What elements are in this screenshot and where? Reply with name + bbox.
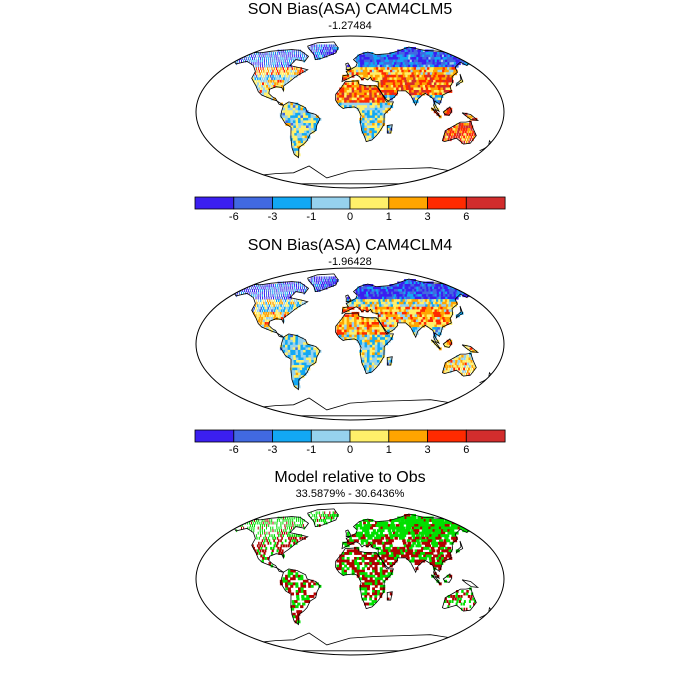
panel-subtitle: -1.27484: [328, 20, 372, 32]
colorbar-tick-label: -3: [267, 211, 278, 223]
colorbar-tick-label: 1: [385, 211, 392, 223]
panel-subtitle: 33.5879% - 30.6436%: [295, 488, 405, 500]
world-map-cam4clm5: [195, 35, 505, 189]
colorbar-2: [194, 429, 506, 443]
colorbar-tick-label: -3: [267, 444, 278, 456]
colorbar-tick-label: 1: [385, 444, 392, 456]
colorbar-tick-label: 0: [346, 211, 354, 223]
world-map-model-relative-to-obs: [195, 502, 505, 656]
colorbar-tick-label: 6: [463, 211, 470, 223]
colorbar-1: [194, 196, 506, 210]
panel-title: Model relative to Obs: [274, 469, 426, 486]
colorbar-tick-label: -1: [306, 444, 317, 456]
colorbar-tick-label: -1: [306, 211, 317, 223]
panel-title: SON Bias(ASA) CAM4CLM5: [247, 1, 453, 18]
colorbar-tick-label: 3: [424, 211, 431, 223]
colorbar-tick-label: 3: [424, 444, 431, 456]
panel-subtitle: -1.96428: [328, 256, 372, 268]
colorbar-tick-label: -6: [228, 211, 239, 223]
colorbar-tick-label: 0: [346, 444, 354, 456]
colorbar-tick-label: 6: [463, 444, 470, 456]
world-map-cam4clm4: [195, 267, 505, 421]
panel-title: SON Bias(ASA) CAM4CLM4: [247, 237, 453, 254]
colorbar-tick-label: -6: [228, 444, 239, 456]
